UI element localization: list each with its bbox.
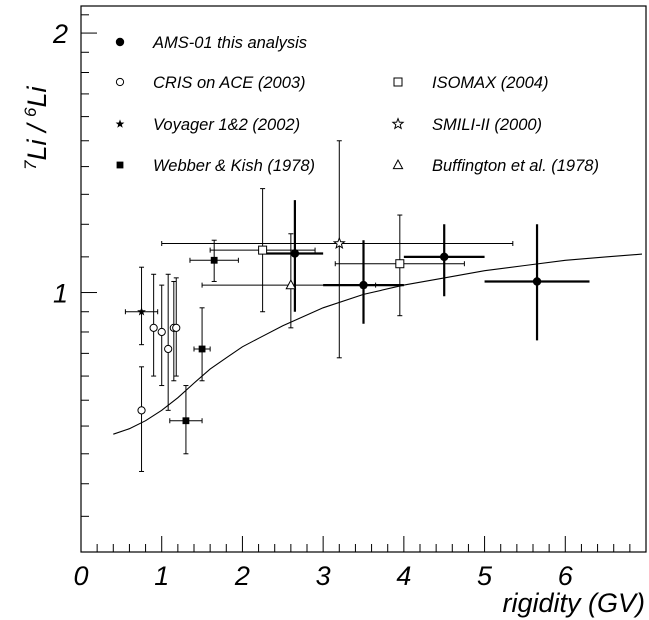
legend-label: ISOMAX (2004) bbox=[432, 74, 548, 92]
data-point bbox=[138, 367, 145, 472]
data-point bbox=[190, 240, 238, 281]
legend-open-square-marker bbox=[394, 78, 402, 86]
data-point bbox=[202, 234, 376, 328]
legend-label: Voyager 1&2 (2002) bbox=[153, 116, 300, 134]
legend-filled-circle-marker bbox=[116, 38, 124, 46]
legend-item: CRIS on ACE (2003) bbox=[116, 74, 305, 92]
legend-item: AMS-01 this analysis bbox=[116, 34, 307, 52]
legend-open-star-marker bbox=[393, 119, 403, 129]
open-circle-marker bbox=[158, 328, 165, 335]
x-tick-label: 6 bbox=[558, 561, 574, 591]
legend-open-circle-marker bbox=[116, 78, 123, 85]
filled-square-marker bbox=[183, 417, 190, 424]
data-point bbox=[194, 308, 210, 381]
y-axis-label: 7Li / 6Li bbox=[21, 86, 52, 170]
y-axis-label-part-1: Li / bbox=[22, 117, 52, 161]
y-tick-label: 2 bbox=[52, 19, 68, 49]
x-tick-label: 4 bbox=[396, 561, 411, 591]
x-axis-label: rigidity (GV) bbox=[502, 588, 645, 618]
x-tick-label: 2 bbox=[234, 561, 250, 591]
legend-item: SMILI-II (2000) bbox=[393, 116, 542, 134]
data-point bbox=[210, 189, 315, 312]
legend-item: ISOMAX (2004) bbox=[394, 74, 548, 92]
y-axis-label-part-2: Li bbox=[22, 86, 52, 108]
open-circle-marker bbox=[165, 345, 172, 352]
open-square-marker bbox=[259, 246, 267, 254]
legend-label: SMILI-II (2000) bbox=[432, 116, 542, 134]
tick-labels: 0 1 2 3 4 5 6 1 2 bbox=[52, 19, 574, 591]
legend: AMS-01 this analysis CRIS on ACE (2003) IS… bbox=[116, 34, 599, 175]
open-square-marker bbox=[396, 260, 404, 268]
data-point bbox=[267, 200, 324, 312]
y-tick-label: 1 bbox=[53, 279, 68, 309]
x-tick-label: 5 bbox=[477, 561, 493, 591]
legend-label: Webber & Kish (1978) bbox=[153, 157, 315, 175]
legend-filled-square-marker bbox=[117, 162, 124, 169]
legend-label: AMS-01 this analysis bbox=[152, 34, 307, 52]
x-tick-label: 1 bbox=[154, 561, 169, 591]
data-point bbox=[485, 224, 590, 340]
legend-item: Webber & Kish (1978) bbox=[117, 157, 315, 175]
legend-item: Buffington et al. (1978) bbox=[393, 157, 599, 175]
x-tick-label: 3 bbox=[316, 561, 331, 591]
legend-label: Buffington et al. (1978) bbox=[432, 157, 599, 175]
data-point bbox=[404, 224, 485, 296]
data-point bbox=[150, 274, 157, 376]
legend-open-triangle-marker bbox=[393, 160, 402, 169]
filled-square-marker bbox=[211, 257, 218, 264]
data-point bbox=[125, 267, 157, 344]
data-points bbox=[125, 141, 589, 472]
filled-square-marker bbox=[199, 346, 206, 353]
legend-filled-star-marker bbox=[116, 119, 125, 127]
x-tick-label: 0 bbox=[73, 561, 88, 591]
filled-circle-marker bbox=[533, 277, 541, 285]
filled-circle-marker bbox=[440, 253, 448, 261]
legend-item: Voyager 1&2 (2002) bbox=[116, 116, 300, 134]
data-point bbox=[170, 386, 202, 454]
legend-label: CRIS on ACE (2003) bbox=[153, 74, 306, 92]
data-point bbox=[323, 240, 404, 324]
open-circle-marker bbox=[138, 407, 145, 414]
open-circle-marker bbox=[173, 324, 180, 331]
data-point bbox=[158, 285, 165, 385]
data-point bbox=[165, 274, 172, 410]
open-circle-marker bbox=[150, 324, 157, 331]
